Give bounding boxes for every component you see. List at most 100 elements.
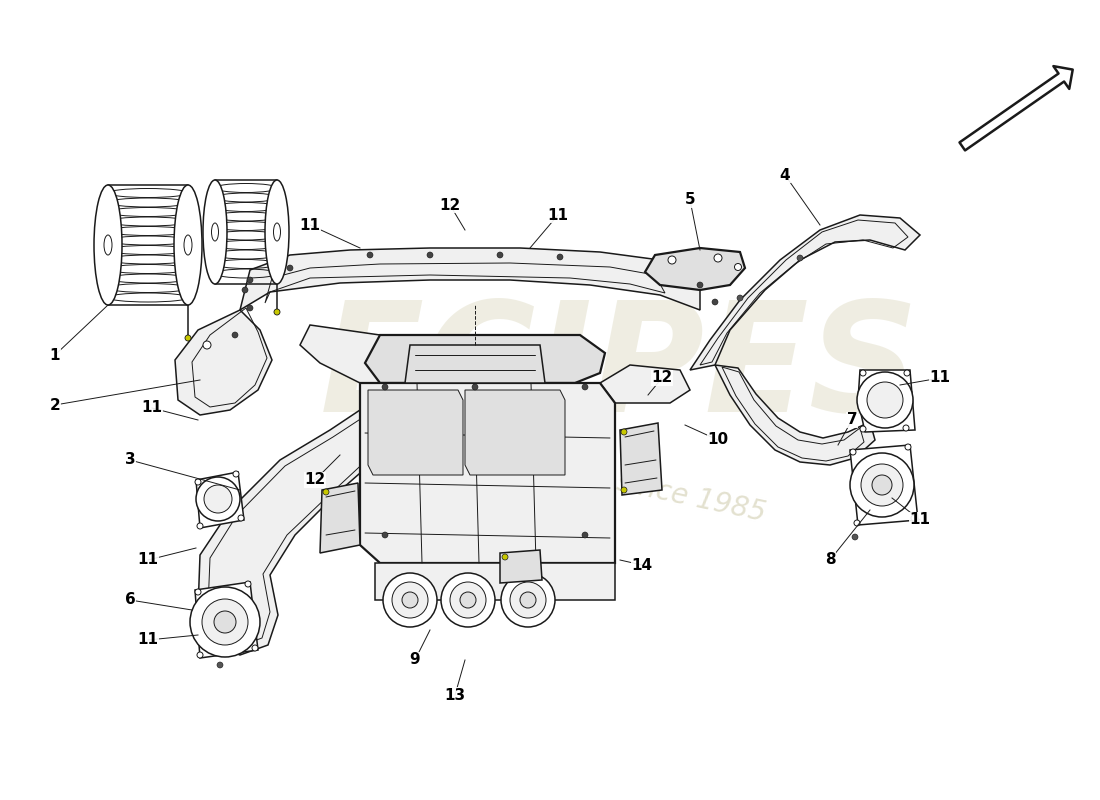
Circle shape <box>850 449 856 455</box>
Circle shape <box>402 592 418 608</box>
Circle shape <box>857 372 913 428</box>
Circle shape <box>190 587 260 657</box>
Circle shape <box>697 282 703 288</box>
Ellipse shape <box>174 185 202 305</box>
Circle shape <box>668 256 676 264</box>
Polygon shape <box>465 390 565 475</box>
Polygon shape <box>858 370 915 432</box>
Polygon shape <box>240 248 700 310</box>
Text: 13: 13 <box>444 687 465 702</box>
Text: 3: 3 <box>124 453 135 467</box>
Circle shape <box>500 573 556 627</box>
Circle shape <box>233 471 239 477</box>
Circle shape <box>245 581 251 587</box>
Circle shape <box>904 370 910 376</box>
Text: 12: 12 <box>439 198 461 213</box>
Circle shape <box>867 382 903 418</box>
Polygon shape <box>620 423 662 495</box>
Polygon shape <box>360 383 615 563</box>
Circle shape <box>382 532 388 538</box>
Circle shape <box>232 332 238 338</box>
Text: 9: 9 <box>409 653 420 667</box>
Circle shape <box>905 444 911 450</box>
Text: 14: 14 <box>631 558 652 573</box>
Ellipse shape <box>104 235 112 255</box>
Circle shape <box>854 520 860 526</box>
Circle shape <box>197 523 204 529</box>
Ellipse shape <box>265 180 289 284</box>
Circle shape <box>557 254 563 260</box>
Text: 6: 6 <box>124 593 135 607</box>
Text: ECIPES: ECIPES <box>320 295 920 445</box>
Polygon shape <box>645 248 745 290</box>
Circle shape <box>472 384 478 390</box>
Circle shape <box>852 534 858 540</box>
Circle shape <box>502 554 508 560</box>
Text: 11: 11 <box>138 633 158 647</box>
Text: 11: 11 <box>548 207 569 222</box>
Text: 8: 8 <box>825 553 835 567</box>
Text: 11: 11 <box>299 218 320 233</box>
Circle shape <box>860 426 866 432</box>
Polygon shape <box>850 445 918 525</box>
Circle shape <box>248 305 253 311</box>
Circle shape <box>195 479 201 485</box>
Text: 4: 4 <box>780 167 790 182</box>
Circle shape <box>185 335 191 341</box>
Circle shape <box>242 287 248 293</box>
Polygon shape <box>365 335 605 383</box>
Text: 12: 12 <box>305 473 326 487</box>
Circle shape <box>441 573 495 627</box>
Circle shape <box>197 652 204 658</box>
Circle shape <box>450 582 486 618</box>
Polygon shape <box>500 550 542 583</box>
Circle shape <box>217 662 223 668</box>
Circle shape <box>204 341 211 349</box>
Circle shape <box>196 477 240 521</box>
Text: 11: 11 <box>930 370 950 386</box>
Text: 1: 1 <box>50 347 60 362</box>
Circle shape <box>582 532 588 538</box>
Text: 11: 11 <box>142 401 163 415</box>
Circle shape <box>460 592 476 608</box>
Circle shape <box>367 252 373 258</box>
Circle shape <box>248 277 253 283</box>
Polygon shape <box>320 483 360 553</box>
Text: 11: 11 <box>138 553 158 567</box>
Polygon shape <box>690 215 920 370</box>
Text: 11: 11 <box>910 513 931 527</box>
Circle shape <box>737 295 742 301</box>
Text: 7: 7 <box>847 413 857 427</box>
Circle shape <box>872 475 892 495</box>
Circle shape <box>202 599 248 645</box>
Circle shape <box>392 582 428 618</box>
Circle shape <box>582 384 588 390</box>
Circle shape <box>252 645 258 651</box>
Circle shape <box>712 299 718 305</box>
Circle shape <box>238 515 244 521</box>
Circle shape <box>214 611 236 633</box>
Ellipse shape <box>211 223 219 241</box>
Circle shape <box>204 485 232 513</box>
Circle shape <box>287 265 293 271</box>
Circle shape <box>510 582 546 618</box>
Ellipse shape <box>94 185 122 305</box>
Ellipse shape <box>274 223 280 241</box>
Circle shape <box>850 453 914 517</box>
Circle shape <box>274 309 280 315</box>
Circle shape <box>520 592 536 608</box>
Polygon shape <box>300 325 379 383</box>
Polygon shape <box>715 365 874 465</box>
Circle shape <box>497 252 503 258</box>
Circle shape <box>195 589 201 595</box>
Circle shape <box>911 515 917 521</box>
Circle shape <box>382 384 388 390</box>
Circle shape <box>621 487 627 493</box>
Circle shape <box>903 425 909 431</box>
Circle shape <box>383 573 437 627</box>
Circle shape <box>798 255 803 261</box>
Polygon shape <box>175 310 272 415</box>
Circle shape <box>714 254 722 262</box>
Circle shape <box>861 464 903 506</box>
Circle shape <box>323 489 329 495</box>
